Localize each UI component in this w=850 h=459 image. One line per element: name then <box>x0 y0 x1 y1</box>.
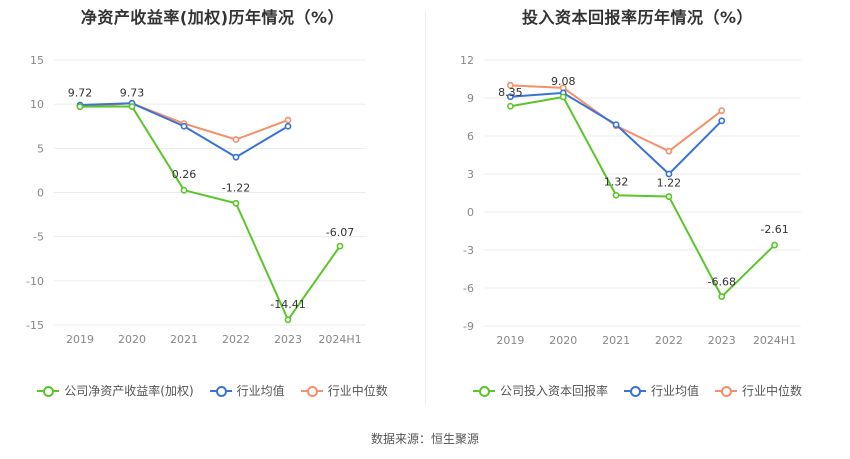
roe-data-label: 0.26 <box>172 168 197 181</box>
roic-y-tick-label: 6 <box>467 130 474 143</box>
roe-y-tick-label: 10 <box>30 98 44 111</box>
roe-x-tick-label: 2019 <box>66 333 94 346</box>
legend-label: 行业中位数 <box>327 384 388 398</box>
roe-series-line-1 <box>79 102 289 159</box>
roe-series-point-1 <box>232 153 240 161</box>
roe-data-label: 9.73 <box>120 87 145 100</box>
legend-marker-icon <box>209 385 232 397</box>
roic-series-line-1 <box>510 91 723 175</box>
roic-data-label: 1.22 <box>657 177 682 190</box>
panel-divider <box>425 10 426 405</box>
roe-series-point-2 <box>284 116 292 124</box>
roic-data-label: 1.32 <box>604 175 629 188</box>
roic-chart-plot: 12 9 6 3 0 -3 -6 -9 2019 2020 2021 2022 2023 2024H1 8.… <box>460 54 801 347</box>
roic-series-point-1 <box>612 121 620 128</box>
roe-y-tick-label: -15 <box>26 319 44 332</box>
roic-series-point-1 <box>665 170 673 178</box>
roic-y-tick-label: 3 <box>467 168 474 181</box>
roe-chart-plot: 15 10 5 0 -5 -10 -15 2019 2020 2021 2022 2023 2024H1… <box>26 54 366 346</box>
legend-marker-icon <box>37 385 60 397</box>
legend-label: 行业均值 <box>650 384 699 398</box>
roic-data-label: 8.35 <box>498 86 523 99</box>
roe-chart-legend: 公司净资产收益率(加权) 行业均值 行业中位数 <box>0 382 425 399</box>
roe-x-tick-label: 2023 <box>274 333 302 346</box>
roe-series-point-0 <box>128 103 136 110</box>
roic-x-tick-label: 2019 <box>496 334 524 347</box>
legend-marker-icon <box>472 385 495 397</box>
roe-series-point-0 <box>232 199 240 207</box>
roic-data-label: -2.61 <box>760 223 788 236</box>
roe-data-label: 9.72 <box>68 87 93 100</box>
roic-y-tick-label: 9 <box>467 92 474 105</box>
roe-series-line-0 <box>79 105 341 321</box>
roic-series-point-0 <box>665 193 673 200</box>
roe-x-tick-label: 2024H1 <box>318 333 361 346</box>
roe-x-tick-label: 2021 <box>170 333 198 346</box>
roe-y-tick-label: 0 <box>37 187 44 200</box>
roe-series-point-0 <box>180 186 188 194</box>
roic-series-line-0 <box>510 95 776 298</box>
roic-y-tick-label: -9 <box>463 320 474 333</box>
roic-x-tick-label: 2023 <box>708 334 736 347</box>
legend-item-company-roe[interactable]: 公司净资产收益率(加权) <box>37 382 194 399</box>
roe-series-point-1 <box>284 122 292 130</box>
legend-marker-icon <box>300 385 323 397</box>
roic-series-point-0 <box>612 191 620 199</box>
roic-x-tick-label: 2020 <box>549 334 577 347</box>
roe-data-label: -6.07 <box>326 226 354 239</box>
roic-y-tick-label: -6 <box>463 282 474 295</box>
legend-item-company-roic[interactable]: 公司投入资本回报率 <box>472 382 608 399</box>
roic-chart-panel: 投入资本回报率历年情况（%） 12 9 6 3 0 -3 -6 -9 2019 2020 2021 2… <box>425 0 850 410</box>
roe-y-tick-label: 5 <box>37 142 44 155</box>
roe-x-tick-label: 2022 <box>222 333 250 346</box>
roe-series-point-1 <box>180 122 188 130</box>
roic-x-tick-label: 2022 <box>655 334 683 347</box>
roe-chart-panel: 净资产收益率(加权)历年情况（%） 15 10 5 0 -5 -10 -15 2019 2020… <box>0 0 425 410</box>
roic-series-point-1 <box>718 117 726 125</box>
roic-series-point-2 <box>718 107 726 115</box>
legend-marker-icon <box>623 385 646 397</box>
roe-series-point-0 <box>76 103 84 111</box>
legend-item-industry-mean[interactable]: 行业均值 <box>623 382 699 399</box>
legend-item-industry-mean[interactable]: 行业均值 <box>209 382 285 399</box>
roe-y-tick-label: -10 <box>26 275 44 288</box>
roe-data-label: -14.41 <box>270 298 305 311</box>
legend-marker-icon <box>715 385 737 397</box>
roic-series-point-0 <box>718 293 726 301</box>
roe-series-point-0 <box>336 242 344 250</box>
roic-data-label: -6.68 <box>708 276 736 289</box>
roe-data-label: -1.22 <box>222 181 250 194</box>
roic-series-point-0 <box>507 102 514 110</box>
roic-series-point-0 <box>559 93 567 101</box>
legend-label: 公司净资产收益率(加权) <box>64 384 194 398</box>
roic-y-tick-label: 12 <box>460 54 474 67</box>
data-source-note: 数据来源：恒生聚源 <box>370 432 479 446</box>
roe-series-point-2 <box>232 136 240 143</box>
roe-y-tick-label: -5 <box>33 231 44 244</box>
roic-y-tick-label: 0 <box>467 206 474 219</box>
roic-series-point-2 <box>507 81 514 89</box>
roic-y-tick-label: -3 <box>463 244 474 257</box>
legend-item-industry-median[interactable]: 行业中位数 <box>715 382 802 399</box>
roic-chart-title: 投入资本回报率历年情况（%） <box>521 8 754 27</box>
roic-x-tick-label: 2021 <box>602 334 630 347</box>
roe-y-tick-label: 15 <box>30 54 44 67</box>
roic-series-point-0 <box>771 241 778 249</box>
legend-label: 行业均值 <box>236 384 285 398</box>
roic-chart-legend: 公司投入资本回报率 行业均值 行业中位数 <box>425 382 850 399</box>
roe-x-tick-label: 2020 <box>118 333 146 346</box>
roic-series-point-1 <box>507 93 514 101</box>
roic-x-tick-label: 2024H1 <box>753 334 796 347</box>
roe-series-point-0 <box>284 316 292 324</box>
legend-label: 行业中位数 <box>742 384 803 398</box>
roic-series-point-2 <box>665 147 673 155</box>
roic-data-label: 9.08 <box>551 75 576 88</box>
legend-label: 公司投入资本回报率 <box>499 384 608 398</box>
roe-chart-title: 净资产收益率(加权)历年情况（%） <box>80 8 345 27</box>
legend-item-industry-median[interactable]: 行业中位数 <box>300 382 388 399</box>
